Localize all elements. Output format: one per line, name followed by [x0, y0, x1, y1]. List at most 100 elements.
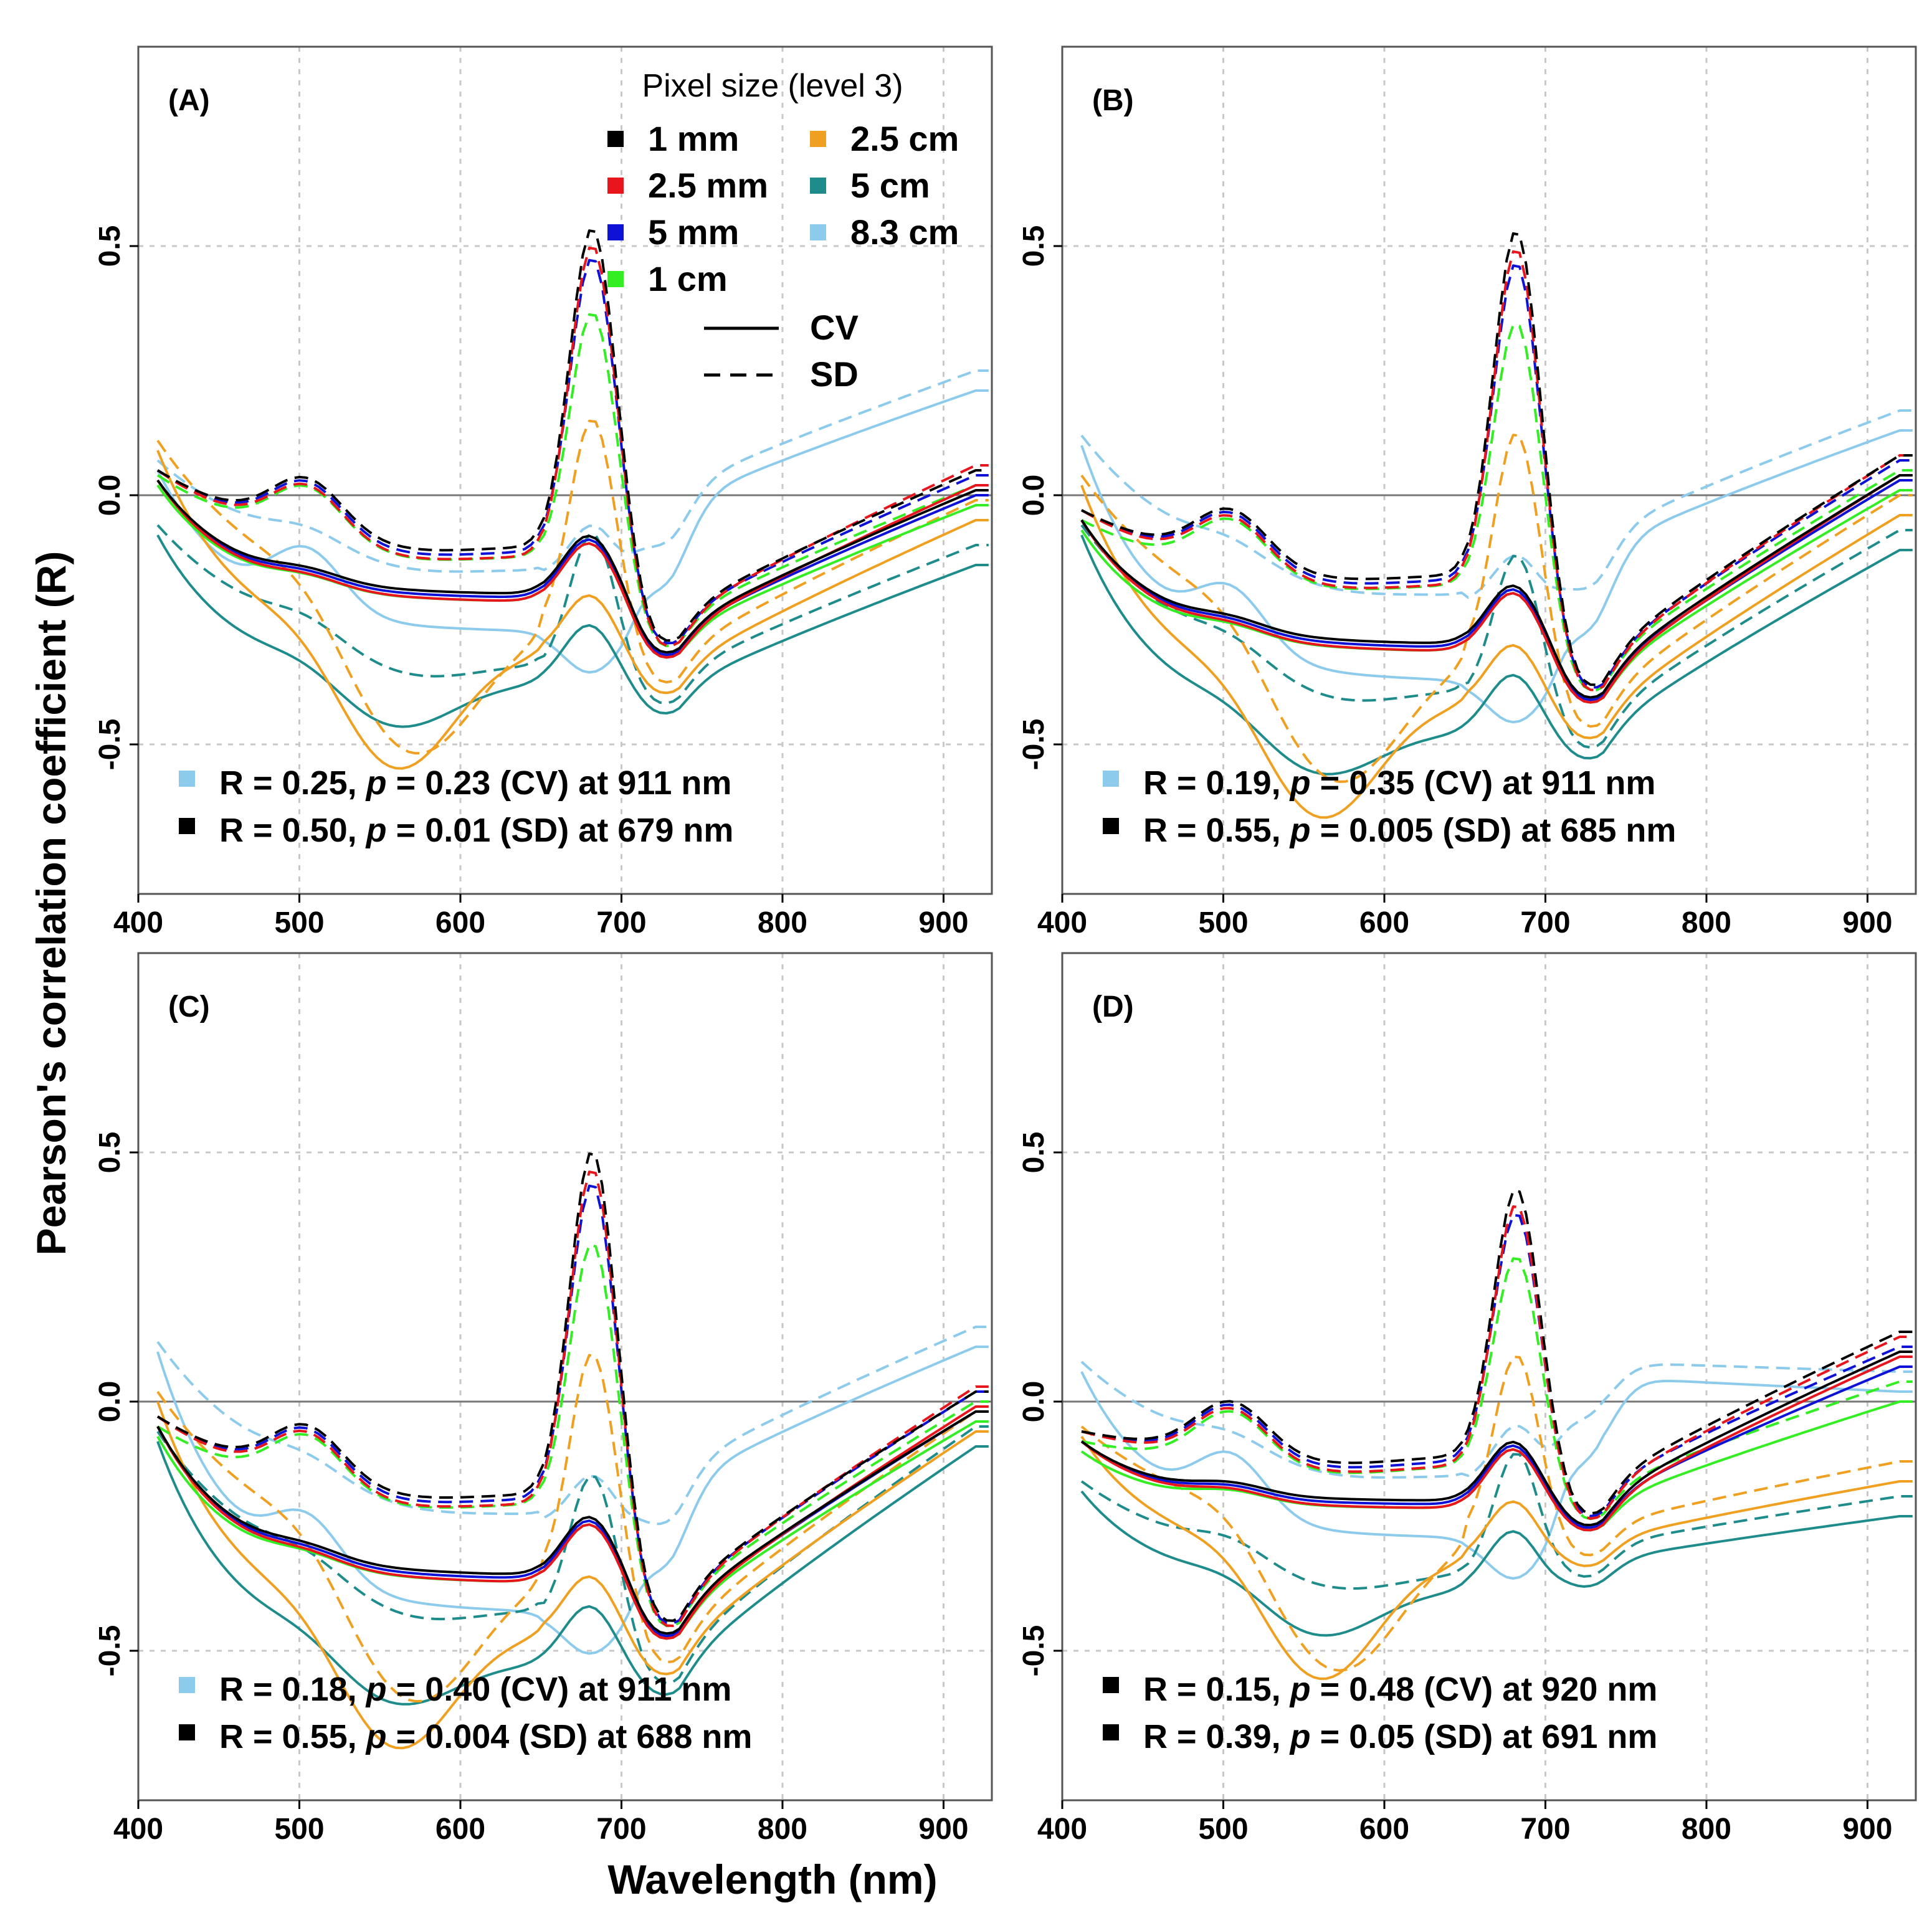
x-tick-label: 500 [274, 1813, 324, 1846]
series-line-83cm-cv [1080, 1371, 1913, 1580]
series-line-25mm-cv [1080, 474, 1913, 704]
series-line-25mm-sd [156, 1170, 989, 1627]
annotation-swatch [1103, 771, 1119, 787]
series-line-1mm-sd [156, 1152, 989, 1622]
x-tick-label: 800 [1682, 906, 1731, 939]
series-group [1080, 232, 1913, 819]
plot-frame [137, 45, 993, 895]
x-tick-label: 600 [435, 1813, 485, 1846]
series-line-1cm-sd [156, 313, 989, 647]
annotation-swatch [179, 1677, 195, 1693]
panel-label: (A) [168, 84, 210, 117]
annotation-swatch [1103, 1677, 1119, 1693]
y-tick-label: 0.0 [1017, 475, 1050, 516]
x-tick-label: 900 [1842, 1813, 1892, 1846]
x-tick-label: 400 [113, 906, 163, 939]
annotation-text: R = 0.15, p = 0.48 (CV) at 920 nm [1143, 1671, 1657, 1708]
series-line-25mm-cv [156, 479, 989, 659]
panels: 400 500 600 700 800 900 -0.5 0.0 0.5 (A) R = 0.25,… [93, 45, 1917, 1846]
series-line-1mm-cv [156, 1410, 989, 1635]
y-tick-label: 0.0 [93, 1381, 126, 1423]
x-tick-label: 600 [1359, 1813, 1409, 1846]
series-line-25cm-cv [156, 450, 989, 770]
series-line-5cm-cv [156, 1441, 989, 1706]
series-line-25cm-sd [156, 419, 989, 755]
legend-label: 2.5 cm [850, 119, 959, 158]
y-tick-label: -0.5 [93, 719, 126, 771]
x-tick-label: 800 [758, 906, 807, 939]
x-tick-label: 500 [1198, 906, 1248, 939]
x-tick-label: 700 [1520, 1813, 1570, 1846]
x-tick-label: 900 [918, 1813, 968, 1846]
series-line-1cm-sd [1081, 323, 1913, 691]
series-line-1mm-sd [156, 229, 989, 642]
x-tick-label: 400 [1037, 906, 1087, 939]
legend-swatch [607, 131, 624, 147]
series-line-5cm-cv [1080, 534, 1913, 776]
x-tick-label: 500 [1198, 1813, 1248, 1846]
plot-frame [137, 952, 993, 1802]
series-line-25mm-sd [156, 247, 989, 647]
plot-frame [1061, 952, 1917, 1802]
series-group [156, 1152, 989, 1750]
annotation-text: R = 0.39, p = 0.05 (SD) at 691 nm [1143, 1718, 1657, 1755]
x-tick-label: 700 [1520, 906, 1570, 939]
series-line-5cm-sd [156, 524, 989, 705]
legend-linetype-label: CV [810, 308, 859, 347]
annotation-swatch [179, 818, 195, 834]
y-tick-label: 0.5 [1017, 1132, 1050, 1174]
legend-swatch [607, 178, 624, 194]
x-tick-label: 800 [1682, 1813, 1731, 1846]
series-line-5cm-cv [156, 534, 989, 728]
series-line-25mm-cv [1080, 1355, 1913, 1532]
series-line-1mm-cv [1080, 474, 1913, 699]
y-axis-title: Pearson's correlation coefficient (R) [28, 551, 74, 1256]
y-tick-label: -0.5 [1017, 1625, 1050, 1677]
series-line-83cm-cv [156, 1346, 989, 1655]
y-tick-label: -0.5 [1017, 719, 1050, 771]
annotation-swatch [179, 771, 195, 787]
series-line-5mm-cv [1080, 1365, 1913, 1529]
panel-b: 400 500 600 700 800 900 -0.5 0.0 0.5 (B) R = 0.19,… [1017, 45, 1917, 939]
series-line-1mm-sd [1081, 232, 1913, 686]
series-line-83cm-sd [1080, 409, 1913, 599]
series-line-25cm-sd [1080, 434, 1913, 783]
annotation-swatch [179, 1724, 195, 1740]
series-line-83cm-sd [156, 1326, 989, 1526]
x-tick-label: 800 [758, 1813, 807, 1846]
annotation-text: R = 0.55, p = 0.005 (SD) at 685 nm [1143, 812, 1676, 849]
series-line-25mm-sd [1081, 1205, 1913, 1520]
legend-title: Pixel size (level 3) [642, 68, 903, 104]
annotation-text: R = 0.55, p = 0.004 (SD) at 688 nm [219, 1718, 752, 1755]
series-line-5mm-sd [1081, 264, 1913, 689]
series-line-83cm-sd [156, 369, 989, 573]
panel-label: (C) [168, 990, 210, 1023]
series-line-5mm-cv [1080, 479, 1913, 701]
series-group [156, 229, 989, 770]
series-line-5mm-sd [1081, 1213, 1913, 1517]
legend-linetype-label: SD [810, 354, 859, 394]
panel-a: 400 500 600 700 800 900 -0.5 0.0 0.5 (A) R = 0.25,… [93, 45, 993, 939]
legend-swatch [810, 224, 826, 240]
x-axis-title: Wavelength (nm) [607, 1856, 937, 1902]
panel-d: 400 500 600 700 800 900 -0.5 0.0 0.5 (D) R = 0.15,… [1017, 952, 1917, 1846]
series-line-25cm-sd [156, 1354, 989, 1703]
panel-c: 400 500 600 700 800 900 -0.5 0.0 0.5 (C) R = 0.18,… [93, 952, 993, 1846]
legend-label: 5 mm [648, 212, 739, 252]
series-line-25cm-cv [156, 1401, 989, 1750]
y-tick-label: -0.5 [93, 1625, 126, 1677]
series-line-5cm-sd [1080, 1453, 1913, 1590]
legend-swatch [607, 224, 624, 240]
x-tick-label: 500 [274, 906, 324, 939]
legend-label: 2.5 mm [648, 166, 768, 205]
series-line-1mm-sd [1081, 1189, 1913, 1515]
legend-swatch [607, 271, 624, 287]
annotation-text: R = 0.50, p = 0.01 (SD) at 679 nm [219, 812, 733, 849]
series-line-83cm-sd [1080, 1360, 1913, 1479]
x-tick-label: 400 [113, 1813, 163, 1846]
annotation-text: R = 0.18, p = 0.40 (CV) at 911 nm [219, 1671, 731, 1708]
x-tick-label: 400 [1037, 1813, 1087, 1846]
series-line-1mm-cv [1080, 1351, 1913, 1527]
y-tick-label: 0.0 [93, 475, 126, 516]
